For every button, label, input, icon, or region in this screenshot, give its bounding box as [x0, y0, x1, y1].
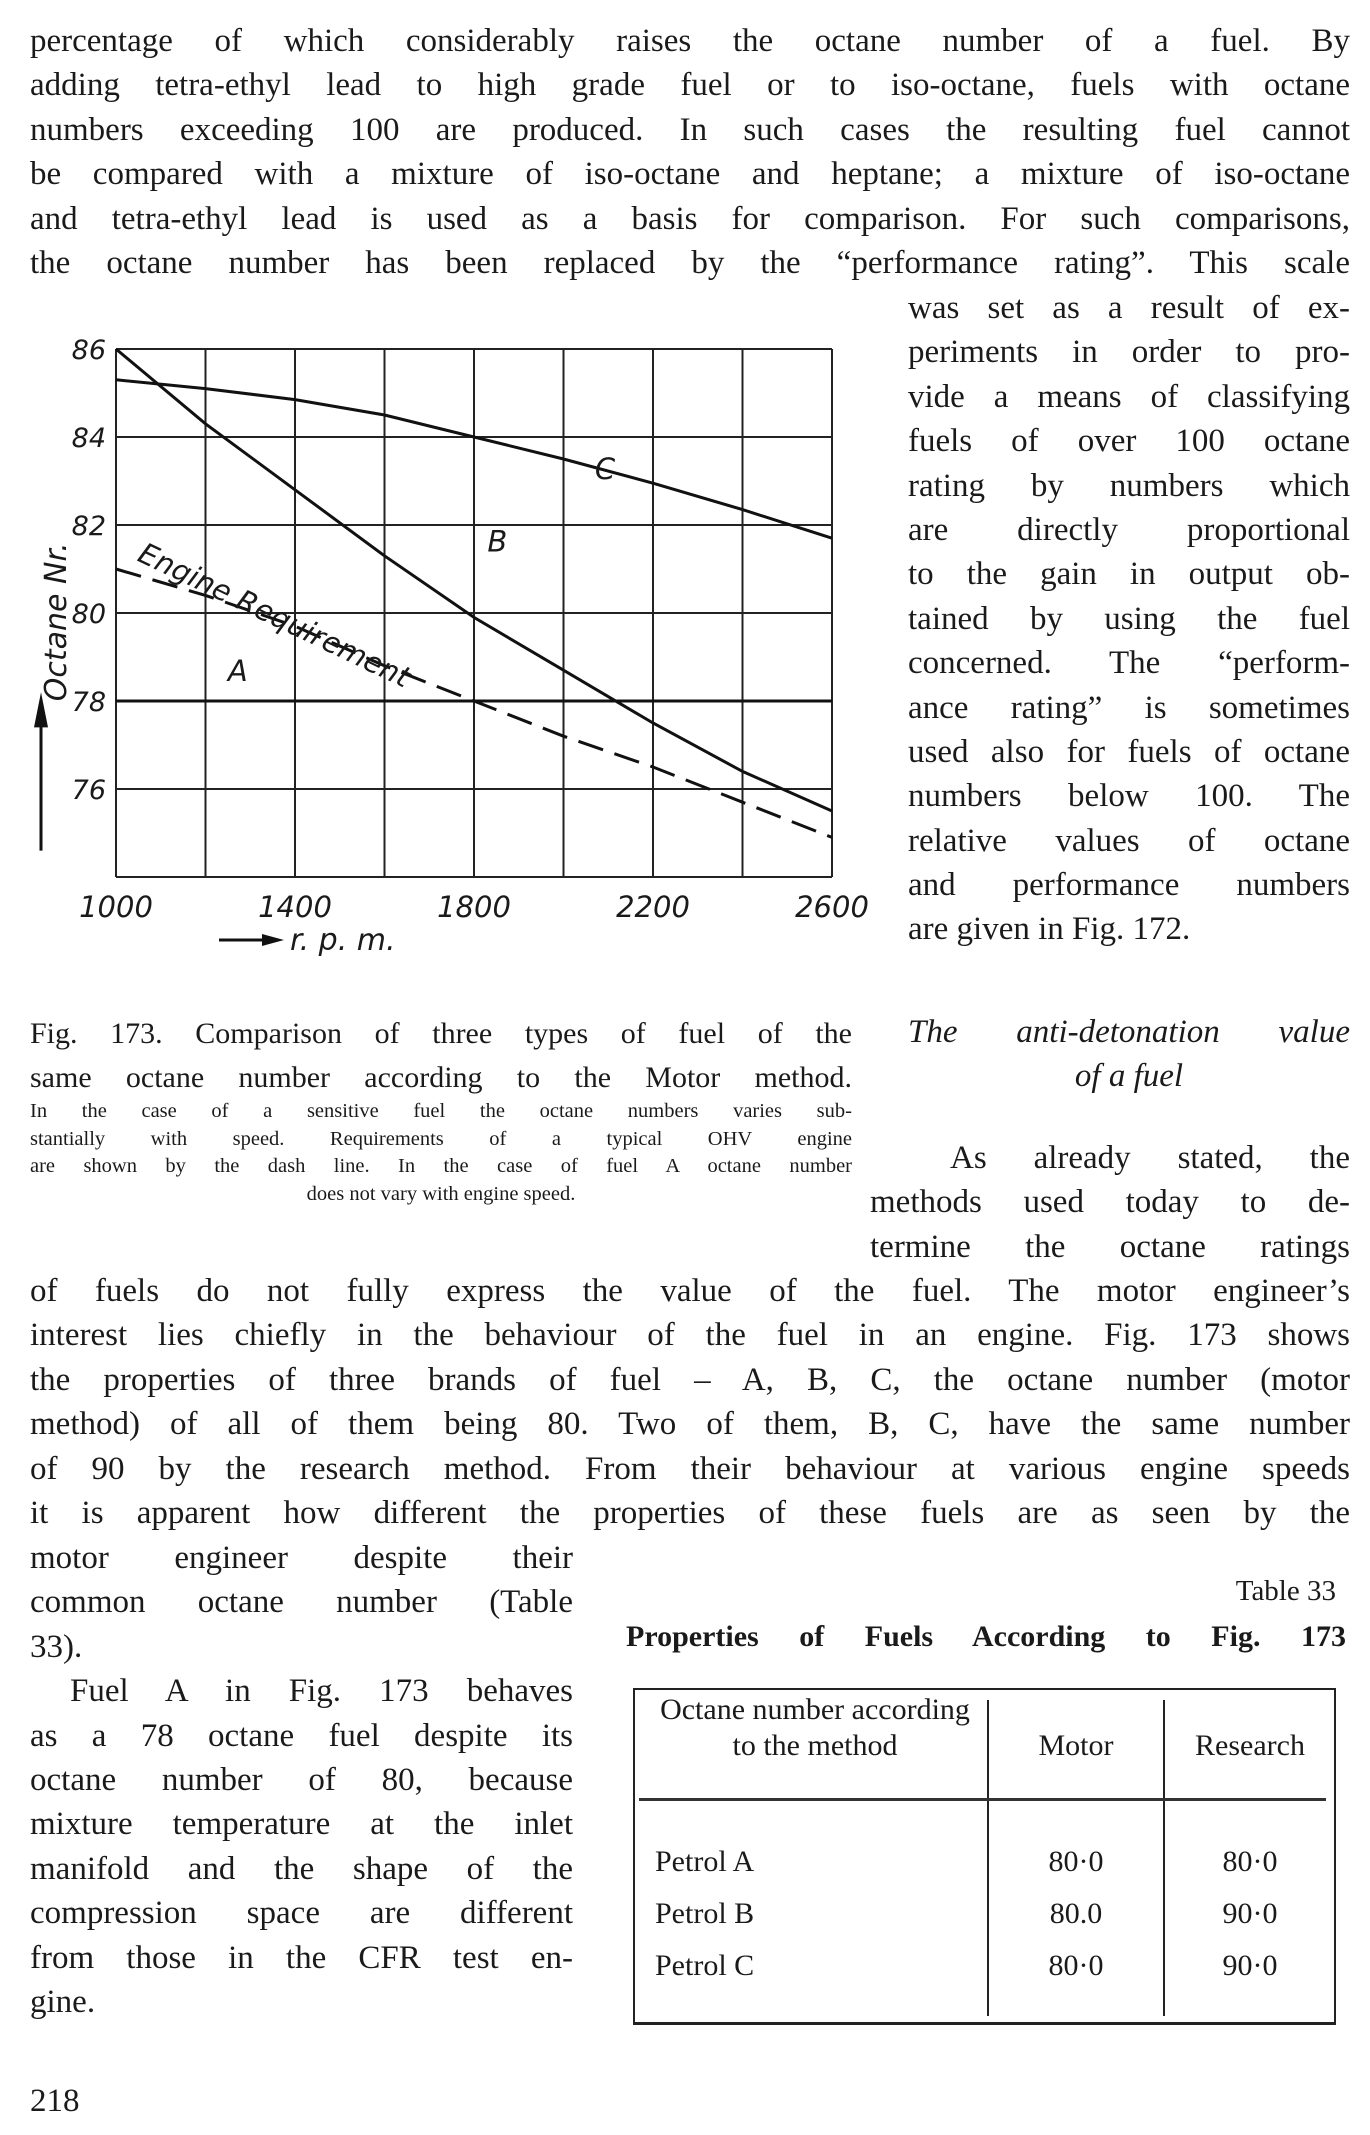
text-line: was set as a result of ex- [908, 290, 1350, 326]
text-line: are directly proportional [908, 511, 1350, 548]
page-number: 218 [30, 2083, 80, 2119]
text-line: ance rating” is sometimes [908, 689, 1350, 726]
table-cell-research: 90·0 [1222, 1897, 1278, 1930]
text-line: octane number of 80, because [30, 1761, 573, 1798]
y-axis-title: Octane Nr. [39, 542, 74, 701]
x-tick-label: 2200 [616, 890, 690, 924]
text-line: common octane number (Table [30, 1584, 573, 1621]
table-cell-motor: 80.0 [1049, 1897, 1103, 1930]
y-axis-arrow-icon [34, 692, 48, 728]
x-tick-label: 2600 [795, 890, 869, 924]
text-line: and tetra-ethyl lead is used as a basis … [30, 200, 1350, 237]
fuel-properties-table: Octane number according to the method Mo… [633, 1688, 1336, 2025]
x-tick-label: 1000 [79, 890, 153, 924]
column-divider [987, 1700, 989, 2016]
caption-line: Fig. 173. Comparison of three types of f… [30, 1017, 852, 1050]
right-column-paragraph: was set as a result of ex-periments in o… [908, 286, 1350, 952]
series-label: C [595, 452, 616, 486]
table-cell-research: 80·0 [1222, 1845, 1278, 1878]
y-tick-label: 76 [72, 775, 106, 806]
x-axis-arrow-icon [262, 934, 284, 946]
text-line: vide a means of classifying [908, 378, 1350, 415]
text-line: the properties of three brands of fuel –… [30, 1361, 1350, 1398]
text-line: the octane number has been replaced by t… [30, 244, 1350, 281]
y-tick-label: 82 [72, 511, 106, 542]
full-width-paragraph: of fuels do not fully express the value … [30, 1269, 1350, 1535]
y-tick-label: 80 [72, 599, 106, 630]
figure-caption-note: In the case of a sensitive fuel the octa… [30, 1098, 852, 1208]
text-line: used also for fuels of octane [908, 733, 1350, 770]
section-heading: The anti-detonation value of a fuel [908, 1010, 1350, 1099]
series-label: A [226, 654, 248, 688]
text-line: fuels of over 100 octane [908, 423, 1350, 460]
table-cell-motor: 80·0 [1048, 1949, 1104, 1982]
heading-line: of a fuel [1074, 1058, 1184, 1095]
text-line: manifold and the shape of the [30, 1850, 573, 1887]
table-cell-research: 90·0 [1222, 1949, 1278, 1982]
text-line: motor engineer despite their [30, 1540, 573, 1576]
text-line: numbers below 100. The [908, 778, 1350, 815]
text-line: 33). [30, 1628, 83, 1665]
text-line: it is apparent how different the propert… [30, 1494, 1350, 1531]
left-column-paragraph: motor engineer despite their common octa… [30, 1536, 573, 2024]
text-line: relative values of octane [908, 822, 1350, 859]
table-cell-fuel: Petrol C [655, 1949, 755, 1982]
table-cell-fuel: Petrol B [655, 1897, 755, 1930]
table-header-research: Research [1195, 1729, 1305, 1762]
figure-caption-title: Fig. 173. Comparison of three types of f… [30, 1012, 852, 1100]
series-label: B [487, 524, 507, 558]
header-divider [639, 1798, 1326, 1801]
y-tick-label: 78 [72, 687, 106, 718]
text-line: of 90 by the research method. From their… [30, 1450, 1350, 1487]
table-number: Table 33 [1235, 1575, 1336, 1607]
caption-note-line: are shown by the dash line. In the case … [30, 1155, 852, 1177]
text-line: methods used today to de- [870, 1184, 1350, 1221]
text-line: gine. [30, 1983, 96, 2020]
text-line: be compared with a mixture of iso-octane… [30, 156, 1350, 193]
text-line: from those in the CFR test en- [30, 1939, 573, 1976]
text-line: tained by using the fuel [908, 600, 1350, 637]
text-line: As already stated, the [950, 1140, 1350, 1176]
text-line: rating by numbers which [908, 467, 1350, 504]
text-line: interest lies chiefly in the behaviour o… [30, 1317, 1350, 1354]
heading-line: The anti-detonation value [908, 1014, 1350, 1050]
text-line: and performance numbers [908, 867, 1350, 904]
table-header-method: Octane number according to the method [660, 1693, 970, 1762]
text-line: method) of all of them being 80. Two of … [30, 1406, 1350, 1443]
table-cell-motor: 80·0 [1048, 1845, 1104, 1878]
text-line: concerned. The “perform- [908, 645, 1350, 682]
x-tick-label: 1400 [258, 890, 332, 924]
text-line: percentage of which considerably raises … [30, 23, 1350, 59]
text-line: periments in order to pro- [908, 334, 1350, 371]
text-line: to the gain in output ob- [908, 556, 1350, 593]
top-paragraph: percentage of which considerably raises … [30, 19, 1350, 285]
series-line-engine-requirement [115, 567, 833, 839]
table-cell-fuel: Petrol A [655, 1845, 755, 1878]
text-line: as a 78 octane fuel despite its [30, 1717, 573, 1754]
text-line: mixture temperature at the inlet [30, 1806, 573, 1843]
figure-173-chart: 76 78 80 82 84 86 1000 1400 1800 2200 2600 A B C Engin… [34, 335, 869, 958]
text-line: of fuels do not fully express the value … [30, 1273, 1350, 1309]
table-title: Properties of Fuels According to Fig. 17… [626, 1620, 1346, 1653]
x-axis-title: r. p. m. [290, 923, 396, 958]
text-line: compression space are different [30, 1895, 573, 1932]
column-divider [1163, 1700, 1165, 2016]
table-header-motor: Motor [1038, 1729, 1114, 1762]
section-start-paragraph: As already stated, the methods used toda… [870, 1136, 1350, 1269]
caption-line: same octane number according to the Moto… [30, 1061, 852, 1094]
series-label: Engine Requirement [133, 536, 417, 695]
series-line-c [115, 378, 833, 540]
x-tick-label: 1800 [437, 890, 511, 924]
y-tick-label: 84 [72, 423, 106, 454]
y-tick-label: 86 [72, 335, 106, 366]
text-line: numbers exceeding 100 are produced. In s… [30, 111, 1350, 148]
text-line: termine the octane ratings [870, 1228, 1350, 1265]
text-line: adding tetra-ethyl lead to high grade fu… [30, 67, 1350, 104]
caption-note-line: In the case of a sensitive fuel the octa… [30, 1100, 852, 1122]
caption-note-line: stantially with speed. Requirements of a… [30, 1127, 852, 1150]
text-line: are given in Fig. 172. [908, 911, 1191, 948]
series-line-b [115, 347, 833, 813]
text-line: Fuel A in Fig. 173 behaves [70, 1673, 573, 1710]
caption-note-line: does not vary with engine speed. [306, 1182, 576, 1205]
